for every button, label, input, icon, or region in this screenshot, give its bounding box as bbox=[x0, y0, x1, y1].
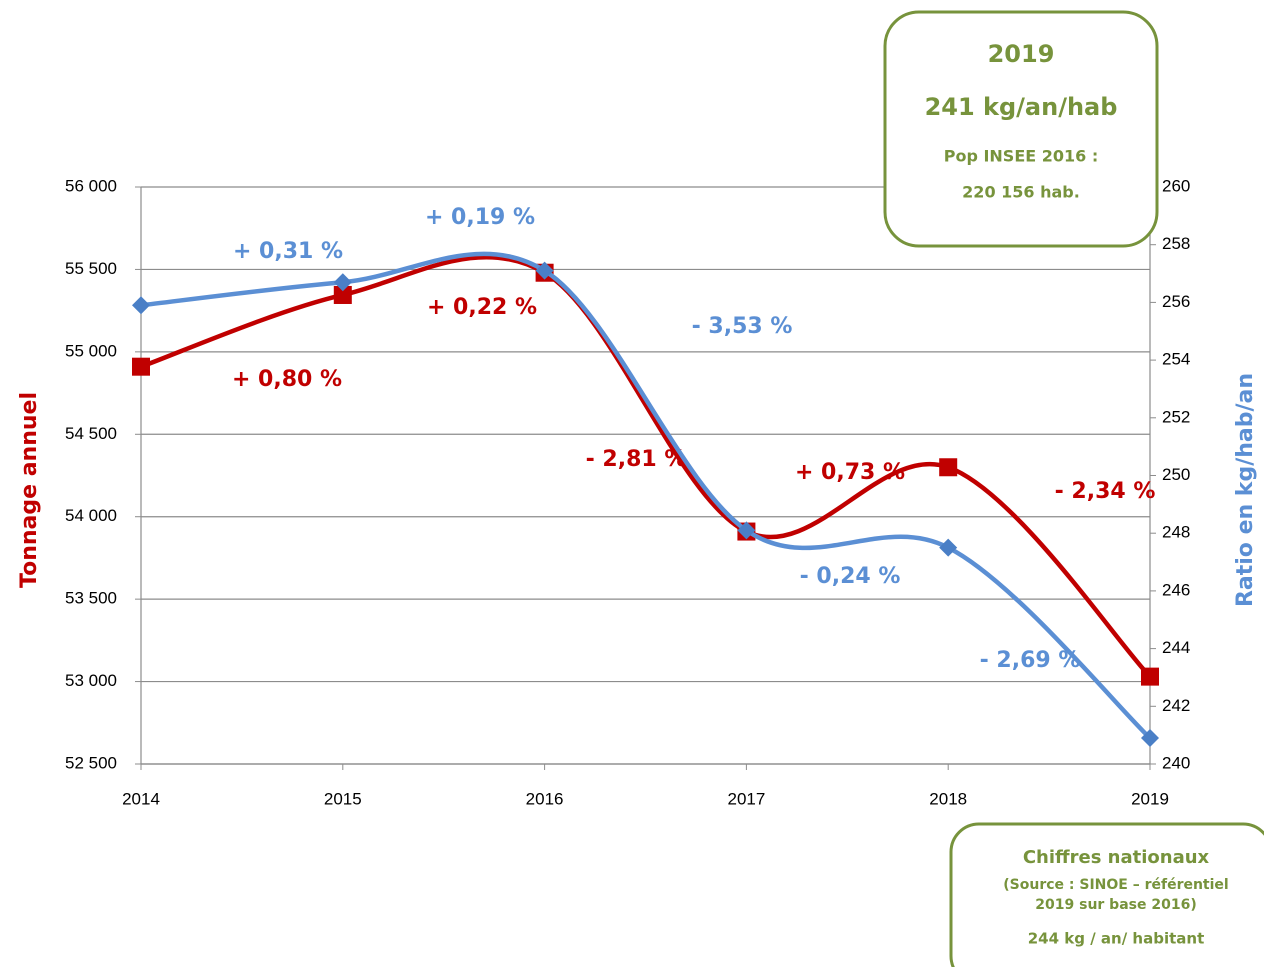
x-tick-label: 2019 bbox=[1131, 789, 1169, 808]
change-label: + 0,31 % bbox=[233, 239, 343, 264]
box-text: Pop INSEE 2016 : bbox=[944, 147, 1099, 166]
x-tick-label: 2016 bbox=[526, 789, 564, 808]
marker bbox=[333, 285, 352, 304]
y-tick-label: 55 500 bbox=[65, 259, 117, 278]
change-label: + 0,80 % bbox=[232, 367, 342, 392]
change-label: + 0,73 % bbox=[795, 460, 905, 485]
y-tick-label: 55 000 bbox=[65, 341, 117, 360]
y2-tick-label: 248 bbox=[1162, 523, 1190, 542]
x-tick-label: 2014 bbox=[122, 789, 160, 808]
marker bbox=[333, 273, 352, 292]
y-tick-label: 53 500 bbox=[65, 589, 117, 608]
x-tick-label: 2015 bbox=[324, 789, 362, 808]
marker bbox=[939, 458, 958, 477]
box-text: (Source : SINOE – référentiel bbox=[1003, 877, 1228, 893]
change-label: - 2,34 % bbox=[1055, 479, 1156, 504]
box-text: 2019 bbox=[988, 40, 1055, 68]
info-box bbox=[883, 10, 1159, 248]
y2-tick-label: 252 bbox=[1162, 407, 1190, 426]
y2-tick-label: 258 bbox=[1162, 234, 1190, 253]
change-label: + 0,22 % bbox=[427, 295, 537, 320]
y-tick-label: 56 000 bbox=[65, 176, 117, 195]
y2-tick-label: 256 bbox=[1162, 292, 1190, 311]
y-tick-label: 54 000 bbox=[65, 506, 117, 525]
y2-tick-label: 250 bbox=[1162, 465, 1190, 484]
y2-tick-label: 260 bbox=[1162, 176, 1190, 195]
box-text: 2019 sur base 2016) bbox=[1035, 897, 1196, 913]
marker bbox=[535, 261, 554, 280]
y-axis-title: Tonnage annuel bbox=[17, 392, 42, 588]
x-tick-label: 2017 bbox=[727, 789, 765, 808]
y2-axis-title: Ratio en kg/hab/an bbox=[1233, 373, 1258, 607]
y-tick-label: 52 500 bbox=[65, 753, 117, 772]
box-text: 244 kg / an/ habitant bbox=[1028, 930, 1205, 948]
y-tick-label: 54 500 bbox=[65, 424, 117, 443]
marker bbox=[939, 538, 958, 557]
x-tick-label: 2018 bbox=[929, 789, 967, 808]
y2-tick-label: 246 bbox=[1162, 580, 1190, 599]
info-box bbox=[949, 822, 1264, 967]
change-label: - 2,69 % bbox=[980, 648, 1081, 673]
change-label: - 0,24 % bbox=[800, 564, 901, 589]
y2-tick-label: 242 bbox=[1162, 696, 1190, 715]
marker bbox=[132, 357, 150, 376]
marker bbox=[132, 296, 150, 315]
box-text: Chiffres nationaux bbox=[1023, 847, 1210, 868]
box-text: 241 kg/an/hab bbox=[925, 93, 1118, 121]
change-label: + 0,19 % bbox=[425, 205, 535, 230]
y2-tick-label: 240 bbox=[1162, 753, 1190, 772]
y-tick-label: 53 000 bbox=[65, 671, 117, 690]
change-label: - 2,81 % bbox=[586, 447, 687, 472]
box-text: 220 156 hab. bbox=[962, 183, 1080, 202]
marker bbox=[1141, 667, 1159, 686]
change-label: - 3,53 % bbox=[692, 314, 793, 339]
y2-tick-label: 254 bbox=[1162, 350, 1190, 369]
y2-tick-label: 244 bbox=[1162, 638, 1190, 657]
marker bbox=[737, 521, 756, 540]
marker bbox=[1141, 729, 1159, 748]
